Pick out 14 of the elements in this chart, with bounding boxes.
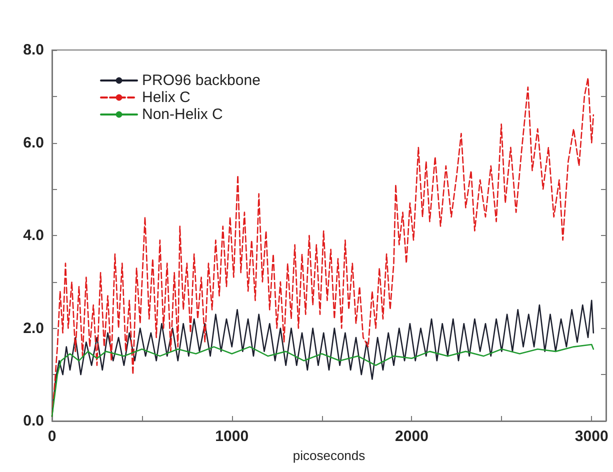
- legend-label: Non-Helix C: [142, 106, 224, 123]
- x-tick-label: 2000: [395, 428, 428, 445]
- x-axis-title: picoseconds: [292, 448, 366, 463]
- y-tick-label: 8.0: [23, 42, 44, 58]
- y-tick-label: 2.0: [23, 320, 44, 337]
- x-tick-label: 3000: [574, 428, 608, 445]
- y-tick-label: 6.0: [23, 134, 44, 152]
- line-series: [51, 344, 594, 418]
- y-tick-label: 4.0: [23, 227, 44, 244]
- legend-label: Helix C: [142, 89, 191, 106]
- y-tick-label: 0.0: [23, 412, 44, 430]
- x-tick-label: 0: [48, 428, 56, 445]
- x-tick-label: 1000: [215, 428, 249, 445]
- legend-label: PRO96 backbone: [142, 72, 260, 89]
